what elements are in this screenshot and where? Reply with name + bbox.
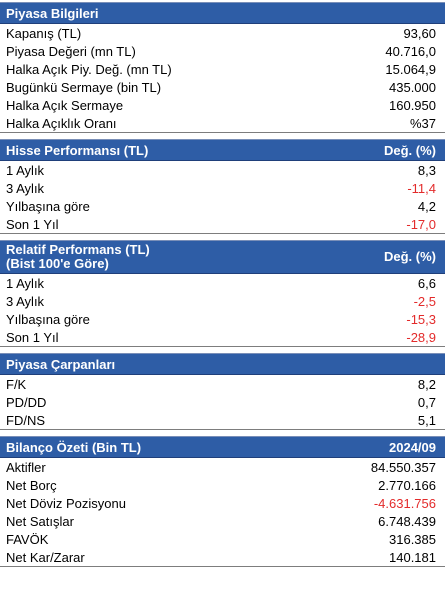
table-row: FAVÖK 316.385 bbox=[0, 530, 445, 548]
market-info-header: Piyasa Bilgileri bbox=[0, 2, 445, 24]
balance-summary-header: Bilanço Özeti (Bin TL) 2024/09 bbox=[0, 436, 445, 458]
relative-performance-rows: 1 Aylık 6,6 3 Aylık -2,5 Yılbaşına göre -15… bbox=[0, 274, 445, 347]
table-row: Yılbaşına göre 4,2 bbox=[0, 197, 445, 215]
row-label: FAVÖK bbox=[6, 531, 49, 547]
row-label: FD/NS bbox=[6, 412, 45, 428]
row-value-negative: -15,3 bbox=[406, 311, 436, 327]
row-value: 15.064,9 bbox=[385, 61, 436, 77]
row-label: 3 Aylık bbox=[6, 180, 45, 196]
table-row: FD/NS 5,1 bbox=[0, 411, 445, 429]
stock-info-panel: Piyasa Bilgileri Kapanış (TL) 93,60 Piyas… bbox=[0, 2, 445, 567]
table-row: 1 Aylık 6,6 bbox=[0, 274, 445, 292]
row-value: 316.385 bbox=[389, 531, 436, 547]
row-value: 6.748.439 bbox=[378, 513, 436, 529]
relative-performance-title: Relatif Performans (TL) (Bist 100'e Göre… bbox=[6, 243, 150, 271]
row-value-negative: -4.631.756 bbox=[373, 495, 436, 511]
table-row: Net Satışlar 6.748.439 bbox=[0, 512, 445, 530]
balance-summary-section: Bilanço Özeti (Bin TL) 2024/09 Aktifler 8… bbox=[0, 436, 445, 567]
row-value: 5,1 bbox=[417, 412, 436, 428]
stock-performance-rows: 1 Aylık 8,3 3 Aylık -11,4 Yılbaşına göre 4,… bbox=[0, 161, 445, 234]
table-row: 3 Aylık -2,5 bbox=[0, 292, 445, 310]
table-row: Halka Açık Sermaye 160.950 bbox=[0, 96, 445, 114]
row-label: 1 Aylık bbox=[6, 275, 45, 291]
row-label: Halka Açıklık Oranı bbox=[6, 115, 117, 131]
table-row: Net Kar/Zarar 140.181 bbox=[0, 548, 445, 566]
row-label: Bugünkü Sermaye (bin TL) bbox=[6, 79, 162, 95]
row-value: 8,2 bbox=[417, 376, 436, 392]
row-label: 1 Aylık bbox=[6, 162, 45, 178]
row-value: 84.550.357 bbox=[370, 459, 436, 475]
row-value: 8,3 bbox=[417, 162, 436, 178]
table-row: Kapanış (TL) 93,60 bbox=[0, 24, 445, 42]
market-multiples-title: Piyasa Çarpanları bbox=[6, 356, 116, 372]
row-label: Halka Açık Piy. Değ. (mn TL) bbox=[6, 61, 172, 77]
row-label: F/K bbox=[6, 376, 27, 392]
row-value: 6,6 bbox=[417, 275, 436, 291]
table-row: Son 1 Yıl -28,9 bbox=[0, 328, 445, 346]
row-value-negative: -28,9 bbox=[406, 329, 436, 345]
row-value: 0,7 bbox=[417, 394, 436, 410]
row-value: 435.000 bbox=[389, 79, 436, 95]
table-row: Yılbaşına göre -15,3 bbox=[0, 310, 445, 328]
table-row: Aktifler 84.550.357 bbox=[0, 458, 445, 476]
table-row: Halka Açıklık Oranı %37 bbox=[0, 114, 445, 132]
row-value: 2.770.166 bbox=[378, 477, 436, 493]
row-value-negative: -11,4 bbox=[407, 180, 436, 196]
balance-summary-rows: Aktifler 84.550.357 Net Borç 2.770.166 Net… bbox=[0, 458, 445, 567]
row-label: Aktifler bbox=[6, 459, 46, 475]
row-label: Yılbaşına göre bbox=[6, 198, 90, 214]
row-value: 93,60 bbox=[403, 25, 436, 41]
row-label: Net Borç bbox=[6, 477, 57, 493]
market-multiples-rows: F/K 8,2 PD/DD 0,7 FD/NS 5,1 bbox=[0, 375, 445, 430]
row-label: Son 1 Yıl bbox=[6, 329, 59, 345]
table-row: 1 Aylık 8,3 bbox=[0, 161, 445, 179]
row-label: PD/DD bbox=[6, 394, 47, 410]
row-label: Yılbaşına göre bbox=[6, 311, 90, 327]
table-row: PD/DD 0,7 bbox=[0, 393, 445, 411]
row-value-negative: -17,0 bbox=[406, 216, 436, 232]
row-value: 40.716,0 bbox=[385, 43, 436, 59]
row-label: Net Kar/Zarar bbox=[6, 549, 85, 565]
table-row: F/K 8,2 bbox=[0, 375, 445, 393]
change-column-header: Değ. (%) bbox=[384, 142, 436, 158]
row-value: %37 bbox=[409, 115, 436, 131]
row-label: Net Döviz Pozisyonu bbox=[6, 495, 126, 511]
table-row: Halka Açık Piy. Değ. (mn TL) 15.064,9 bbox=[0, 60, 445, 78]
table-row: Piyasa Değeri (mn TL) 40.716,0 bbox=[0, 42, 445, 60]
market-multiples-header: Piyasa Çarpanları bbox=[0, 353, 445, 375]
table-row: Net Borç 2.770.166 bbox=[0, 476, 445, 494]
row-value: 4,2 bbox=[417, 198, 436, 214]
row-label: Piyasa Değeri (mn TL) bbox=[6, 43, 136, 59]
change-column-header: Değ. (%) bbox=[384, 249, 436, 264]
row-label: Net Satışlar bbox=[6, 513, 74, 529]
row-label: Kapanış (TL) bbox=[6, 25, 82, 41]
relative-performance-title-line1: Relatif Performans (TL) bbox=[6, 242, 150, 257]
stock-performance-header: Hisse Performansı (TL) Değ. (%) bbox=[0, 139, 445, 161]
row-value: 160.950 bbox=[389, 97, 436, 113]
relative-performance-section: Relatif Performans (TL) (Bist 100'e Göre… bbox=[0, 240, 445, 347]
row-value: 140.181 bbox=[389, 549, 436, 565]
row-label: 3 Aylık bbox=[6, 293, 45, 309]
table-row: Bugünkü Sermaye (bin TL) 435.000 bbox=[0, 78, 445, 96]
market-info-rows: Kapanış (TL) 93,60 Piyasa Değeri (mn TL) 4… bbox=[0, 24, 445, 133]
row-value-negative: -2,5 bbox=[413, 293, 436, 309]
row-label: Son 1 Yıl bbox=[6, 216, 59, 232]
market-multiples-section: Piyasa Çarpanları F/K 8,2 PD/DD 0,7 FD/NS 5… bbox=[0, 353, 445, 430]
market-info-section: Piyasa Bilgileri Kapanış (TL) 93,60 Piyas… bbox=[0, 2, 445, 133]
period-column-header: 2024/09 bbox=[389, 439, 436, 455]
row-label: Halka Açık Sermaye bbox=[6, 97, 124, 113]
relative-performance-title-line2: (Bist 100'e Göre) bbox=[6, 256, 109, 271]
relative-performance-header: Relatif Performans (TL) (Bist 100'e Göre… bbox=[0, 240, 445, 274]
table-row: 3 Aylık -11,4 bbox=[0, 179, 445, 197]
stock-performance-section: Hisse Performansı (TL) Değ. (%) 1 Aylık 8… bbox=[0, 139, 445, 234]
table-row: Net Döviz Pozisyonu -4.631.756 bbox=[0, 494, 445, 512]
balance-summary-title: Bilanço Özeti (Bin TL) bbox=[6, 439, 142, 455]
market-info-title: Piyasa Bilgileri bbox=[6, 5, 99, 21]
stock-performance-title: Hisse Performansı (TL) bbox=[6, 142, 149, 158]
table-row: Son 1 Yıl -17,0 bbox=[0, 215, 445, 233]
